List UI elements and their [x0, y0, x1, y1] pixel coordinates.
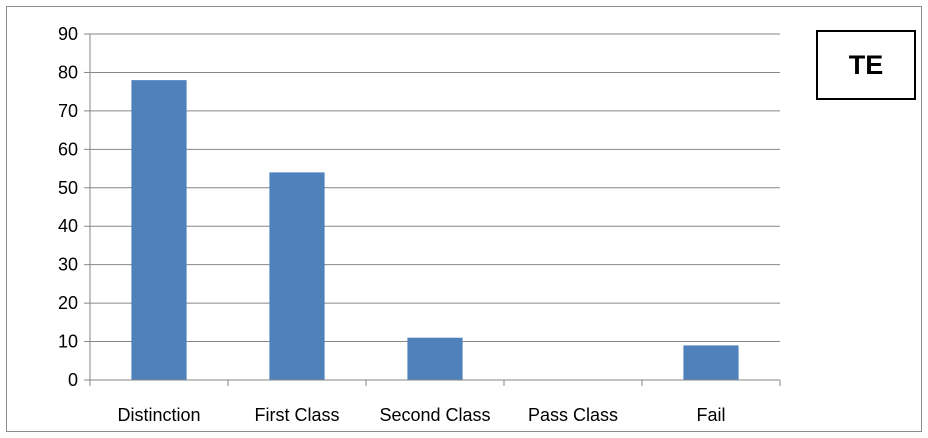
- y-tick-label: 60: [58, 139, 78, 159]
- class-badge: TE: [816, 30, 916, 100]
- y-tick-label: 80: [58, 62, 78, 82]
- gridlines: [90, 33, 780, 343]
- bar-second-class: [407, 337, 463, 380]
- x-tick-label: Pass Class: [528, 405, 618, 425]
- tick-labels: 0 10 20 30 40 50 60 70 80 90 Distinction First Clas…: [58, 24, 726, 425]
- bar-fail: [683, 345, 739, 380]
- x-tick-label: Distinction: [117, 405, 200, 425]
- y-tick-label: 40: [58, 216, 78, 236]
- y-tick-label: 0: [68, 370, 78, 390]
- x-tick-label: Second Class: [379, 405, 490, 425]
- y-tick-label: 30: [58, 255, 78, 275]
- bar-distinction: [131, 80, 187, 380]
- y-tick-label: 20: [58, 293, 78, 313]
- y-tick-label: 70: [58, 101, 78, 121]
- y-tick-label: 10: [58, 332, 78, 352]
- bars: [131, 80, 739, 380]
- x-tick-label: First Class: [255, 405, 340, 425]
- y-tick-label: 90: [58, 24, 78, 44]
- y-tick-label: 50: [58, 178, 78, 198]
- bar-first-class: [269, 172, 325, 380]
- x-tick-label: Fail: [696, 405, 725, 425]
- axes: [84, 33, 781, 386]
